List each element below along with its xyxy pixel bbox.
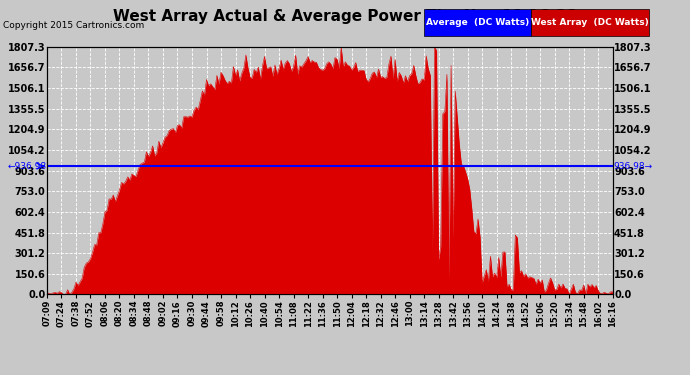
Text: 936.98→: 936.98→ bbox=[613, 162, 653, 171]
Text: ←936.98: ←936.98 bbox=[7, 162, 46, 171]
Text: Average  (DC Watts): Average (DC Watts) bbox=[426, 18, 529, 27]
Text: West Array  (DC Watts): West Array (DC Watts) bbox=[531, 18, 649, 27]
Text: Copyright 2015 Cartronics.com: Copyright 2015 Cartronics.com bbox=[3, 21, 145, 30]
Text: West Array Actual & Average Power Thu Nov 19 16:28: West Array Actual & Average Power Thu No… bbox=[113, 9, 577, 24]
